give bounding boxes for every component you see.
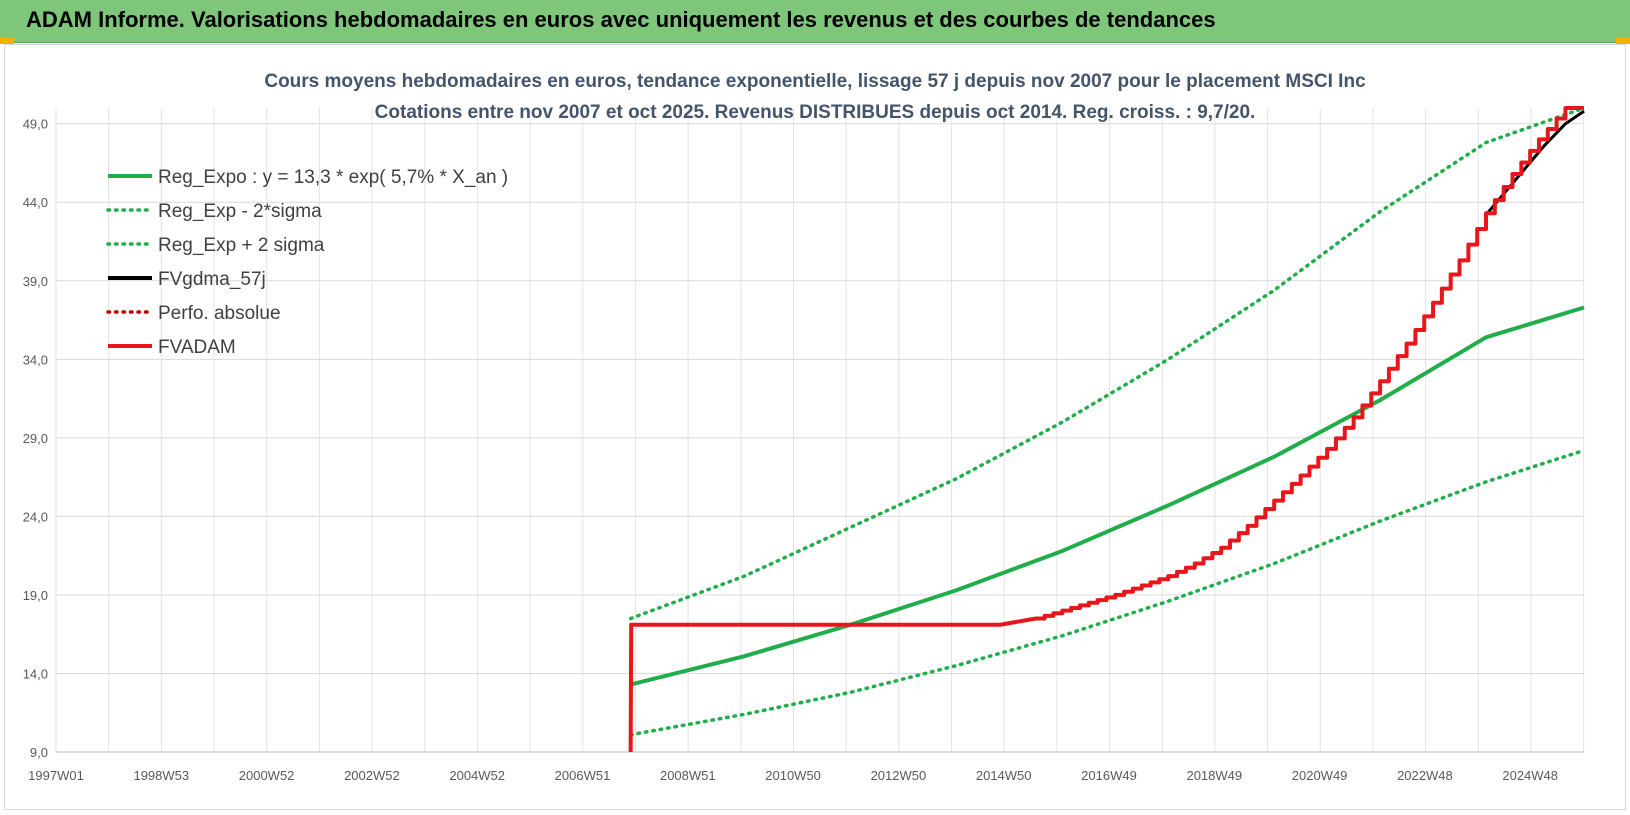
x-tick-label: 2022W48	[1397, 768, 1453, 783]
x-tick-label: 2004W52	[449, 768, 505, 783]
corner-mark-left	[0, 38, 14, 44]
legend-label: Reg_Exp - 2*sigma	[158, 201, 322, 222]
legend-label: FVADAM	[158, 337, 236, 358]
x-tick-label: 2024W48	[1502, 768, 1558, 783]
y-tick-label: 44,0	[23, 195, 48, 210]
series-line-2	[628, 106, 1586, 621]
series-line-3	[1484, 109, 1585, 216]
series-group	[628, 106, 1586, 753]
y-tick-label: 14,0	[23, 666, 48, 681]
y-tick-label: 49,0	[23, 117, 48, 132]
x-tick-label: 2014W50	[976, 768, 1032, 783]
report-header: ADAM Informe. Valorisations hebdomadaire…	[0, 0, 1630, 43]
y-tick-label: 24,0	[23, 509, 48, 524]
y-tick-label: 29,0	[23, 431, 48, 446]
x-tick-label: 1998W53	[133, 768, 189, 783]
series-line-1	[628, 448, 1586, 737]
x-tick-label: 2008W51	[660, 768, 716, 783]
x-tick-label: 2018W49	[1186, 768, 1242, 783]
y-axis-ticks: 9,0 14,0 19,0 24,0 29,0 34,0 39,0 44,0 49,0	[23, 117, 48, 760]
chart-subtitle: Cotations entre nov 2007 et oct 2025. Re…	[375, 102, 1256, 123]
x-tick-label: 2002W52	[344, 768, 400, 783]
x-tick-label: 2016W49	[1081, 768, 1137, 783]
x-tick-label: 2012W50	[871, 768, 927, 783]
legend: Reg_Expo : y = 13,3 * exp( 5,7% * X_an )…	[106, 167, 508, 358]
legend-label: Reg_Expo : y = 13,3 * exp( 5,7% * X_an )	[158, 167, 508, 188]
x-tick-label: 2020W49	[1292, 768, 1348, 783]
report-title: ADAM Informe. Valorisations hebdomadaire…	[26, 7, 1216, 32]
chart-frame	[4, 44, 1626, 810]
x-tick-label: 2000W52	[239, 768, 295, 783]
legend-label: Perfo. absolue	[158, 303, 281, 324]
x-tick-label: 2006W51	[555, 768, 611, 783]
chart-title: Cours moyens hebdomadaires en euros, ten…	[264, 71, 1366, 92]
x-tick-label: 1997W01	[28, 768, 84, 783]
legend-label: Reg_Exp + 2 sigma	[158, 235, 325, 256]
y-tick-label: 34,0	[23, 352, 48, 367]
y-tick-label: 9,0	[30, 745, 48, 760]
x-tick-label: 2010W50	[765, 768, 821, 783]
corner-mark-right	[1616, 38, 1630, 44]
gridlines	[55, 108, 1585, 753]
y-tick-label: 39,0	[23, 274, 48, 289]
legend-label: FVgdma_57j	[158, 269, 266, 290]
series-line-5	[628, 106, 1584, 753]
y-tick-label: 19,0	[23, 588, 48, 603]
series-line-0	[630, 305, 1585, 687]
x-axis-ticks: 1997W01 1998W53 2000W52 2002W52 2004W52 2006W…	[28, 768, 1558, 783]
